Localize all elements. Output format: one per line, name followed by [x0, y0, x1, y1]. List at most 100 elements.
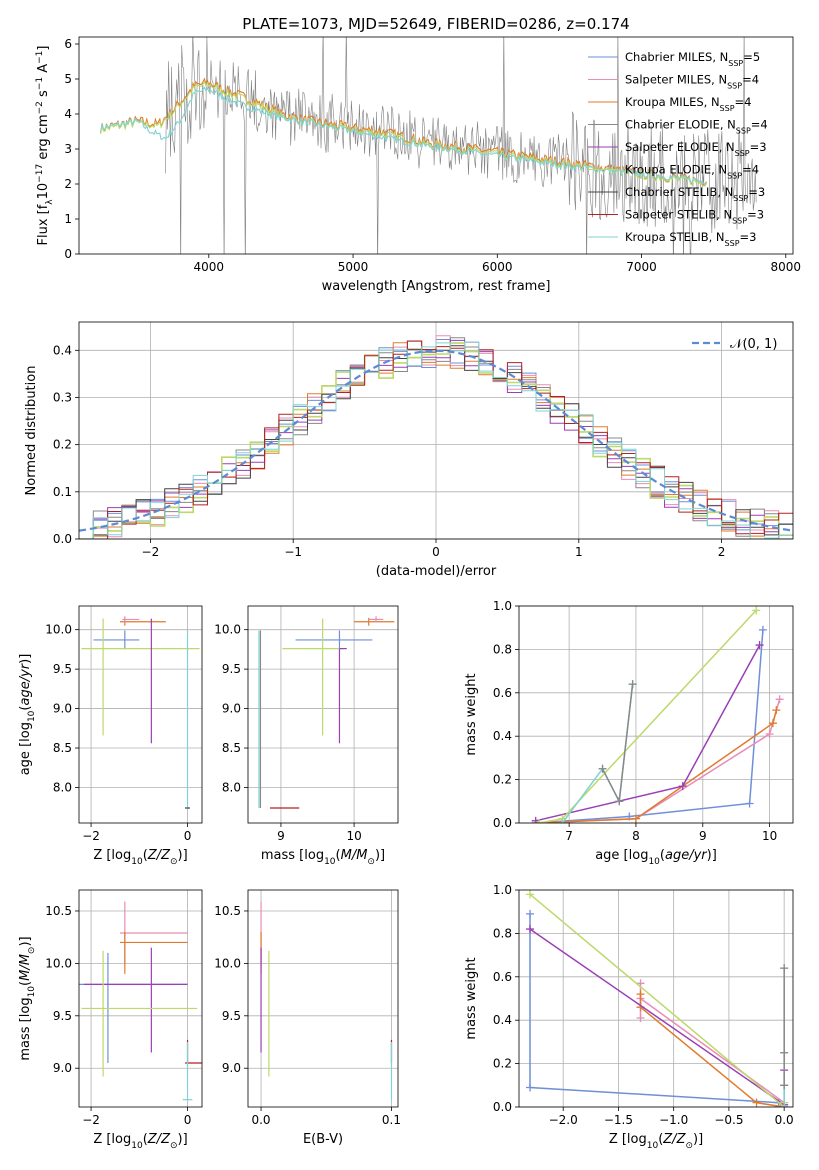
legend-sub: SSP	[727, 81, 742, 90]
axes-frame	[78, 605, 203, 824]
y-tick-label: 10.0	[45, 623, 72, 637]
x-axis-label: Z [log10(Z/Z⊙)]	[93, 848, 187, 867]
y-tick-label: 5	[64, 72, 72, 86]
label-part: 10	[27, 710, 37, 722]
y-tick-label: 0.2	[493, 773, 512, 787]
weight-marker	[526, 1083, 535, 1092]
label-part: ⊙	[27, 947, 37, 955]
x-tick-label: −2	[82, 1113, 100, 1127]
legend-sub: SSP	[725, 239, 740, 248]
legend-label: Kroupa MILES, N	[625, 95, 720, 109]
weight-marker	[780, 1103, 789, 1107]
x-tick-label: 4000	[194, 260, 225, 274]
errorbar-point-salpeter_miles	[122, 616, 140, 623]
x-axis-label: wavelength [Angstrom, rest frame]	[322, 279, 551, 294]
weight-marker	[780, 1048, 789, 1057]
label-part: (	[660, 848, 665, 863]
histogram-kroupa_elodie	[79, 342, 793, 539]
axes-frame	[78, 36, 794, 255]
legend-label: Chabrier MILES, N	[625, 50, 728, 64]
legend-value: =3	[748, 185, 765, 199]
legend-sub: SSP	[736, 126, 751, 135]
label-part: Z/Z	[147, 1132, 171, 1147]
weight-marker	[535, 819, 544, 823]
weight-marker	[636, 1014, 645, 1023]
weight-marker	[765, 730, 774, 739]
legend-label: Salpeter MILES, N	[625, 73, 727, 87]
y-tick-label: 8.0	[222, 780, 241, 794]
legend-label: Chabrier STELIB, N	[625, 185, 733, 199]
plot-area	[79, 901, 202, 1101]
label-part: 10	[648, 857, 660, 867]
label-part: )]	[18, 936, 33, 946]
weight-line-kroupa_elodie	[529, 893, 785, 1107]
weight-marker	[558, 819, 567, 823]
label-part: )]	[693, 1132, 703, 1147]
legend-entry: Chabrier STELIB, NSSP=3	[625, 185, 765, 203]
weight-marker	[755, 641, 764, 650]
weight-marker	[775, 695, 784, 704]
label-part: mass [log	[261, 848, 324, 863]
x-tick-label: 0.0	[775, 1113, 794, 1127]
y-axis-label: Normed distribution	[24, 366, 39, 496]
axes-mass-vs-ebv: 0.0 0.1 9.0 9.5 10.0 10.5 E(B-V)	[214, 889, 401, 1147]
label-part: ]	[36, 46, 51, 51]
x-tick-label: −2	[142, 545, 160, 559]
y-tick-label: 9.0	[53, 702, 72, 716]
y-tick-label: 0.0	[493, 816, 512, 830]
histogram-chabrier_elodie	[79, 337, 793, 539]
weight-marker	[752, 1098, 761, 1107]
y-tick-label: 1.0	[493, 599, 512, 613]
y-tick-label: 9.5	[222, 662, 241, 676]
weight-line-chabrier_miles	[535, 629, 764, 823]
label-part: 10	[27, 986, 37, 998]
x-axis-label: Z [log10(Z/Z⊙)]	[609, 1132, 703, 1151]
legend-sub: SSP	[733, 194, 748, 203]
normal-curve	[79, 349, 793, 532]
legend-label: Chabrier ELODIE, N	[625, 118, 736, 132]
label-part: ⊙	[367, 857, 375, 867]
x-tick-label: 1	[575, 545, 583, 559]
y-tick-label: 8.5	[53, 741, 72, 755]
y-tick-label: 4	[64, 107, 72, 121]
weight-marker	[636, 990, 645, 999]
legend-label: Kroupa ELODIE, N	[625, 163, 727, 177]
plot-area	[531, 606, 784, 823]
label-part: 10	[131, 857, 143, 867]
y-tick-label: 10.0	[214, 623, 241, 637]
y-tick-label: 6	[64, 37, 72, 51]
legend-label: Kroupa STELIB, N	[625, 230, 725, 244]
y-tick-label: 9.0	[222, 1061, 241, 1075]
label-part: Z [log	[609, 1132, 647, 1147]
y-tick-label: 0.4	[53, 343, 72, 357]
x-tick-label: 9	[699, 829, 707, 843]
y-tick-label: 0.4	[493, 729, 512, 743]
plot-area	[258, 616, 395, 809]
axes-frame	[518, 605, 794, 824]
weight-marker	[745, 799, 754, 808]
label-part: mass [log	[18, 997, 33, 1060]
axes-frame	[247, 605, 399, 824]
y-tick-label: 0.0	[53, 532, 72, 546]
label-part: (	[18, 706, 33, 711]
label-part: −17	[35, 164, 45, 183]
errorbar-point-chabrier_miles	[93, 630, 140, 650]
label-part: )]	[178, 1132, 188, 1147]
label-part: age/yr	[665, 848, 708, 863]
legend-entry: Salpeter ELODIE, NSSP=3	[625, 140, 767, 158]
legend-label: Salpeter ELODIE, N	[625, 140, 735, 154]
x-tick-label: 7000	[626, 260, 657, 274]
weight-marker	[758, 625, 767, 634]
label-part: (data-model)/error	[376, 564, 497, 579]
legend-sub: SSP	[727, 171, 742, 180]
errorbar-point-salpeter_miles	[368, 616, 384, 623]
weight-marker	[631, 814, 640, 823]
y-tick-label: 8.0	[53, 780, 72, 794]
label-part: )]	[375, 848, 385, 863]
legend-entry: Salpeter STELIB, NSSP=3	[625, 208, 764, 226]
label-part: age [log	[18, 722, 33, 775]
label-part: 10	[36, 183, 51, 200]
label-part: ⊙	[170, 1141, 178, 1151]
label-part: −1	[35, 77, 45, 90]
weight-marker	[526, 925, 535, 934]
